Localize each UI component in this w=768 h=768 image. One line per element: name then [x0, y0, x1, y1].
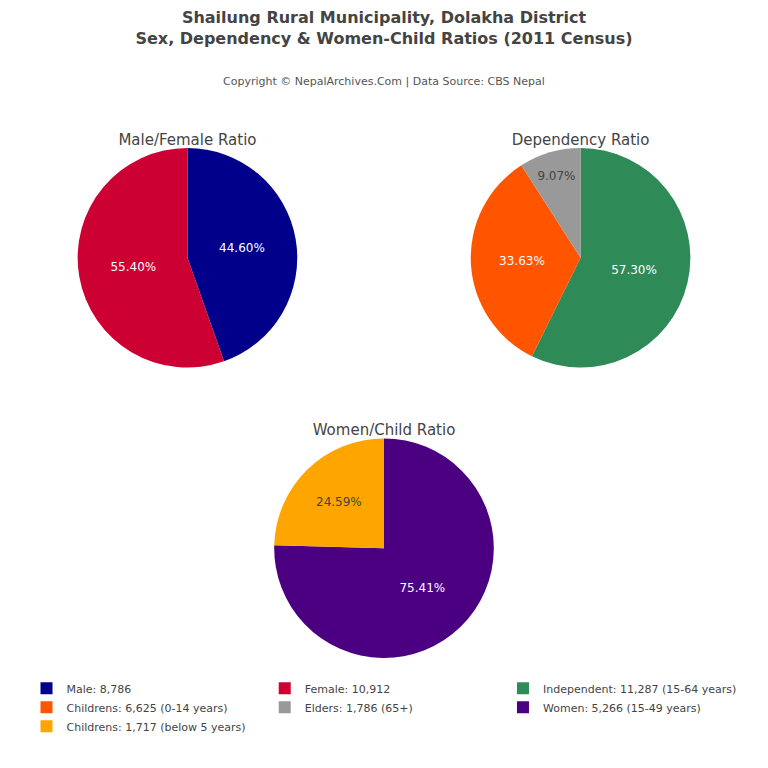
svg-text:Male: 8,786: Male: 8,786 — [67, 683, 132, 696]
svg-text:Women: 5,266 (15-49 years): Women: 5,266 (15-49 years) — [543, 702, 701, 715]
svg-text:Copyright © NepalArchives.Com: Copyright © NepalArchives.Com | Data Sou… — [223, 75, 545, 88]
svg-text:24.59%: 24.59% — [316, 495, 362, 509]
svg-text:Childrens: 6,625 (0-14 years): Childrens: 6,625 (0-14 years) — [67, 702, 228, 715]
svg-text:Childrens: 1,717 (below 5 year: Childrens: 1,717 (below 5 years) — [67, 721, 246, 734]
svg-text:55.40%: 55.40% — [110, 260, 156, 274]
svg-text:57.30%: 57.30% — [611, 263, 657, 277]
svg-text:Female: 10,912: Female: 10,912 — [305, 683, 390, 696]
svg-text:75.41%: 75.41% — [399, 581, 445, 595]
svg-text:Male/Female Ratio: Male/Female Ratio — [118, 131, 256, 149]
svg-text:Dependency Ratio: Dependency Ratio — [512, 131, 650, 149]
svg-text:Elders: 1,786 (65+): Elders: 1,786 (65+) — [305, 702, 413, 715]
svg-text:44.60%: 44.60% — [219, 241, 265, 255]
svg-text:Shailung Rural Municipality, D: Shailung Rural Municipality, Dolakha Dis… — [135, 8, 632, 48]
svg-text:Independent: 11,287 (15-64 yea: Independent: 11,287 (15-64 years) — [543, 683, 736, 696]
svg-text:9.07%: 9.07% — [537, 169, 575, 183]
svg-text:Women/Child Ratio: Women/Child Ratio — [313, 421, 456, 439]
svg-text:33.63%: 33.63% — [499, 254, 545, 268]
